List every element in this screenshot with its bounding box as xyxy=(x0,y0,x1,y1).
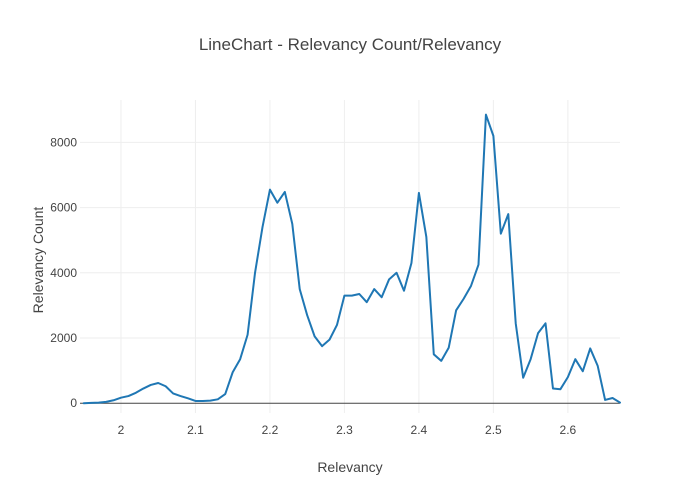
y-tick-label: 4000 xyxy=(50,266,77,280)
grid-layer xyxy=(80,100,620,413)
x-axis-title: Relevancy xyxy=(317,459,382,475)
x-tick-label: 2.5 xyxy=(485,423,502,437)
series-layer xyxy=(82,113,621,405)
series-line xyxy=(82,113,621,405)
x-tick-label: 2.3 xyxy=(336,423,353,437)
axis-layer: 2 2.1 2.2 2.3 2.4 2.5 2.6 0 2000 4000 6000 8000 xyxy=(50,135,576,437)
x-tick-label: 2.4 xyxy=(411,423,428,437)
y-tick-label: 8000 xyxy=(50,135,77,149)
y-tick-label: 2000 xyxy=(50,331,77,345)
x-tick-label: 2.1 xyxy=(187,423,204,437)
y-axis-title: Relevancy Count xyxy=(30,207,46,314)
x-tick-label: 2.6 xyxy=(560,423,577,437)
x-tick-label: 2 xyxy=(118,423,125,437)
chart-title: LineChart - Relevancy Count/Relevancy xyxy=(199,35,502,54)
y-tick-label: 6000 xyxy=(50,201,77,215)
x-tick-label: 2.2 xyxy=(262,423,279,437)
y-tick-label: 0 xyxy=(70,396,77,410)
